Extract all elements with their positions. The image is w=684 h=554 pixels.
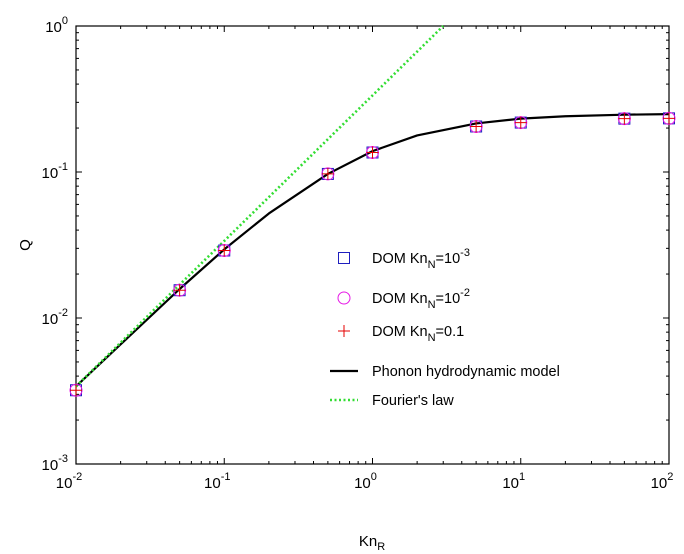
legend-label: Fourier's law <box>372 393 454 409</box>
data-point-plus <box>470 120 483 133</box>
y-tick-labels: 10-3 10-2 10-1 100 <box>42 15 68 474</box>
legend-label: DOM KnN=0.1 <box>372 324 464 344</box>
x-tick-label: 10-2 <box>56 471 82 492</box>
plot-area <box>75 25 670 465</box>
data-point-plus <box>321 167 334 180</box>
x-tick-label: 102 <box>651 471 674 492</box>
data-point-plus <box>218 244 231 257</box>
y-tick-label: 10-2 <box>42 307 68 328</box>
legend-marker-plus <box>338 325 350 337</box>
minor-ticks <box>76 26 669 464</box>
x-tick-labels: 10-2 10-1 100 101 102 <box>56 471 674 492</box>
legend: DOM KnN=10-3 DOM KnN=10-2 DOM KnN=0.1 Phono… <box>330 247 560 409</box>
x-tick-label: 100 <box>354 471 377 492</box>
y-tick-label: 10-1 <box>42 161 68 182</box>
legend-label: Phonon hydrodynamic model <box>372 364 560 380</box>
data-point-plus <box>366 146 379 159</box>
data-point-plus <box>173 284 186 297</box>
x-tick-label: 10-1 <box>204 471 230 492</box>
y-tick-label: 10-3 <box>42 453 68 474</box>
y-tick-label: 100 <box>45 15 68 36</box>
x-axis-label: KnR <box>359 533 385 553</box>
series-plus <box>70 112 675 397</box>
series-line-fourier <box>75 25 445 388</box>
y-axis-label: Q <box>17 239 34 251</box>
major-ticks <box>75 25 670 465</box>
legend-marker-square <box>338 252 350 264</box>
legend-label: DOM KnN=10-2 <box>372 287 470 311</box>
x-tick-label: 101 <box>502 471 525 492</box>
x-axis-label-base: Kn <box>359 533 377 550</box>
series-layer <box>69 25 676 397</box>
x-axis-label-sub: R <box>377 541 385 553</box>
data-point-plus <box>514 116 527 129</box>
legend-marker-circle <box>337 291 351 305</box>
data-point-plus <box>618 112 631 125</box>
legend-label: DOM KnN=10-3 <box>372 247 470 271</box>
data-point-plus <box>663 112 675 125</box>
data-point-plus <box>70 384 82 397</box>
